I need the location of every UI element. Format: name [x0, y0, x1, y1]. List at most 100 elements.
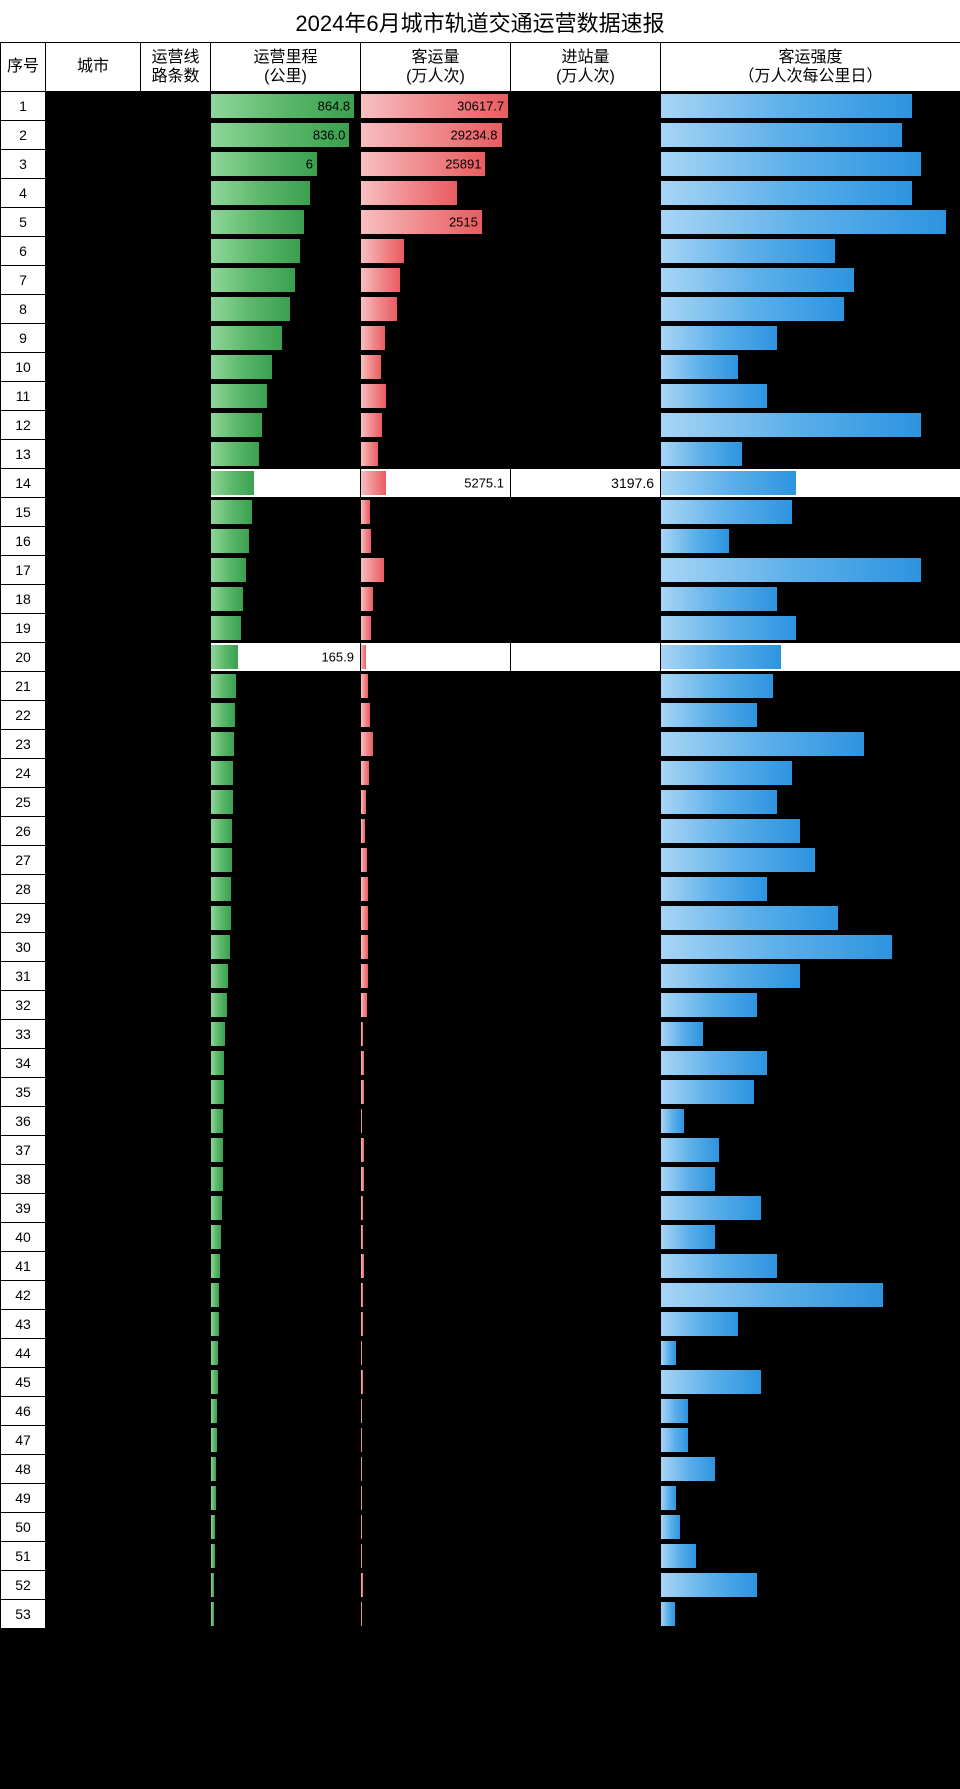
city-cell — [46, 759, 141, 788]
city-cell — [46, 1426, 141, 1455]
table-row: 47 — [1, 1426, 960, 1455]
entries-cell — [511, 1484, 661, 1513]
table-row: 1864.830617.7 — [1, 92, 960, 121]
table-row: 34 — [1, 1049, 960, 1078]
mileage-bar — [211, 674, 236, 698]
passengers-cell — [361, 933, 511, 962]
row-index: 39 — [1, 1194, 46, 1223]
passengers-cell — [361, 353, 511, 382]
passengers-bar — [361, 1138, 364, 1162]
passengers-bar — [361, 297, 397, 321]
city-cell — [46, 1252, 141, 1281]
entries-cell — [511, 788, 661, 817]
entries-cell — [511, 962, 661, 991]
table-row: 20165.9 — [1, 643, 960, 672]
intensity-cell — [661, 469, 960, 498]
lines-cell — [141, 875, 211, 904]
entries-cell — [511, 1223, 661, 1252]
table-row: 53 — [1, 1600, 960, 1629]
lines-cell — [141, 121, 211, 150]
mileage-bar — [211, 297, 290, 321]
mileage-bar — [211, 558, 246, 582]
mileage-cell — [211, 1310, 361, 1339]
mileage-cell: 165.9 — [211, 643, 361, 672]
passengers-bar — [361, 384, 386, 408]
table-row: 32 — [1, 991, 960, 1020]
mileage-bar — [211, 703, 235, 727]
intensity-cell — [661, 1020, 960, 1049]
table-row: 52 — [1, 1571, 960, 1600]
row-index: 48 — [1, 1455, 46, 1484]
intensity-bar — [661, 703, 757, 727]
mileage-cell — [211, 991, 361, 1020]
mileage-cell — [211, 1049, 361, 1078]
entries-cell — [511, 817, 661, 846]
passengers-bar — [361, 558, 384, 582]
table-row: 42 — [1, 1281, 960, 1310]
lines-cell — [141, 92, 211, 121]
city-cell — [46, 1310, 141, 1339]
entries-cell — [511, 1252, 661, 1281]
intensity-cell — [661, 121, 960, 150]
chart-container: 2024年6月城市轨道交通运营数据速报 序号 城市 运营线 路条数 运营里程 (… — [0, 0, 960, 1789]
passengers-bar — [361, 674, 368, 698]
entries-cell — [511, 353, 661, 382]
entries-cell — [511, 1339, 661, 1368]
passengers-bar — [361, 355, 381, 379]
mileage-bar — [211, 384, 267, 408]
intensity-cell — [661, 237, 960, 266]
table-row: 51 — [1, 1542, 960, 1571]
table-row: 40 — [1, 1223, 960, 1252]
intensity-cell — [661, 295, 960, 324]
intensity-cell — [661, 730, 960, 759]
entries-cell — [511, 1571, 661, 1600]
intensity-bar — [661, 123, 902, 147]
passengers-cell — [361, 1078, 511, 1107]
intensity-bar — [661, 1283, 883, 1307]
lines-cell — [141, 1426, 211, 1455]
city-cell — [46, 1020, 141, 1049]
intensity-cell — [661, 672, 960, 701]
mileage-bar — [211, 1515, 215, 1539]
table-row: 26 — [1, 817, 960, 846]
intensity-bar — [661, 1341, 676, 1365]
passengers-bar — [361, 906, 368, 930]
mileage-bar — [211, 500, 252, 524]
passengers-bar — [361, 1312, 363, 1336]
passengers-cell — [361, 701, 511, 730]
city-cell — [46, 1136, 141, 1165]
col-mileage-header: 运营里程 (公里) — [211, 43, 361, 92]
row-index: 37 — [1, 1136, 46, 1165]
table-row: 49 — [1, 1484, 960, 1513]
mileage-cell — [211, 817, 361, 846]
mileage-cell — [211, 469, 361, 498]
lines-cell — [141, 1078, 211, 1107]
passengers-bar — [361, 1486, 362, 1510]
mileage-cell — [211, 1397, 361, 1426]
col-city-header: 城市 — [46, 43, 141, 92]
passengers-cell — [361, 962, 511, 991]
intensity-bar — [661, 1109, 684, 1133]
intensity-cell — [661, 933, 960, 962]
mileage-bar — [211, 1457, 216, 1481]
table-row: 13 — [1, 440, 960, 469]
passengers-cell — [361, 1310, 511, 1339]
city-cell — [46, 208, 141, 237]
intensity-cell — [661, 1571, 960, 1600]
lines-cell — [141, 1136, 211, 1165]
mileage-bar — [211, 471, 254, 495]
table-row: 145275.13197.6 — [1, 469, 960, 498]
lines-cell — [141, 324, 211, 353]
passengers-cell: 5275.1 — [361, 469, 511, 498]
table-row: 9 — [1, 324, 960, 353]
passengers-cell — [361, 1339, 511, 1368]
mileage-bar — [211, 1370, 218, 1394]
intensity-bar — [661, 1399, 688, 1423]
city-cell — [46, 1542, 141, 1571]
table-row: 45 — [1, 1368, 960, 1397]
city-cell — [46, 1571, 141, 1600]
city-cell — [46, 1281, 141, 1310]
passengers-bar — [361, 239, 404, 263]
row-index: 1 — [1, 92, 46, 121]
passengers-label: 2515 — [449, 215, 478, 230]
